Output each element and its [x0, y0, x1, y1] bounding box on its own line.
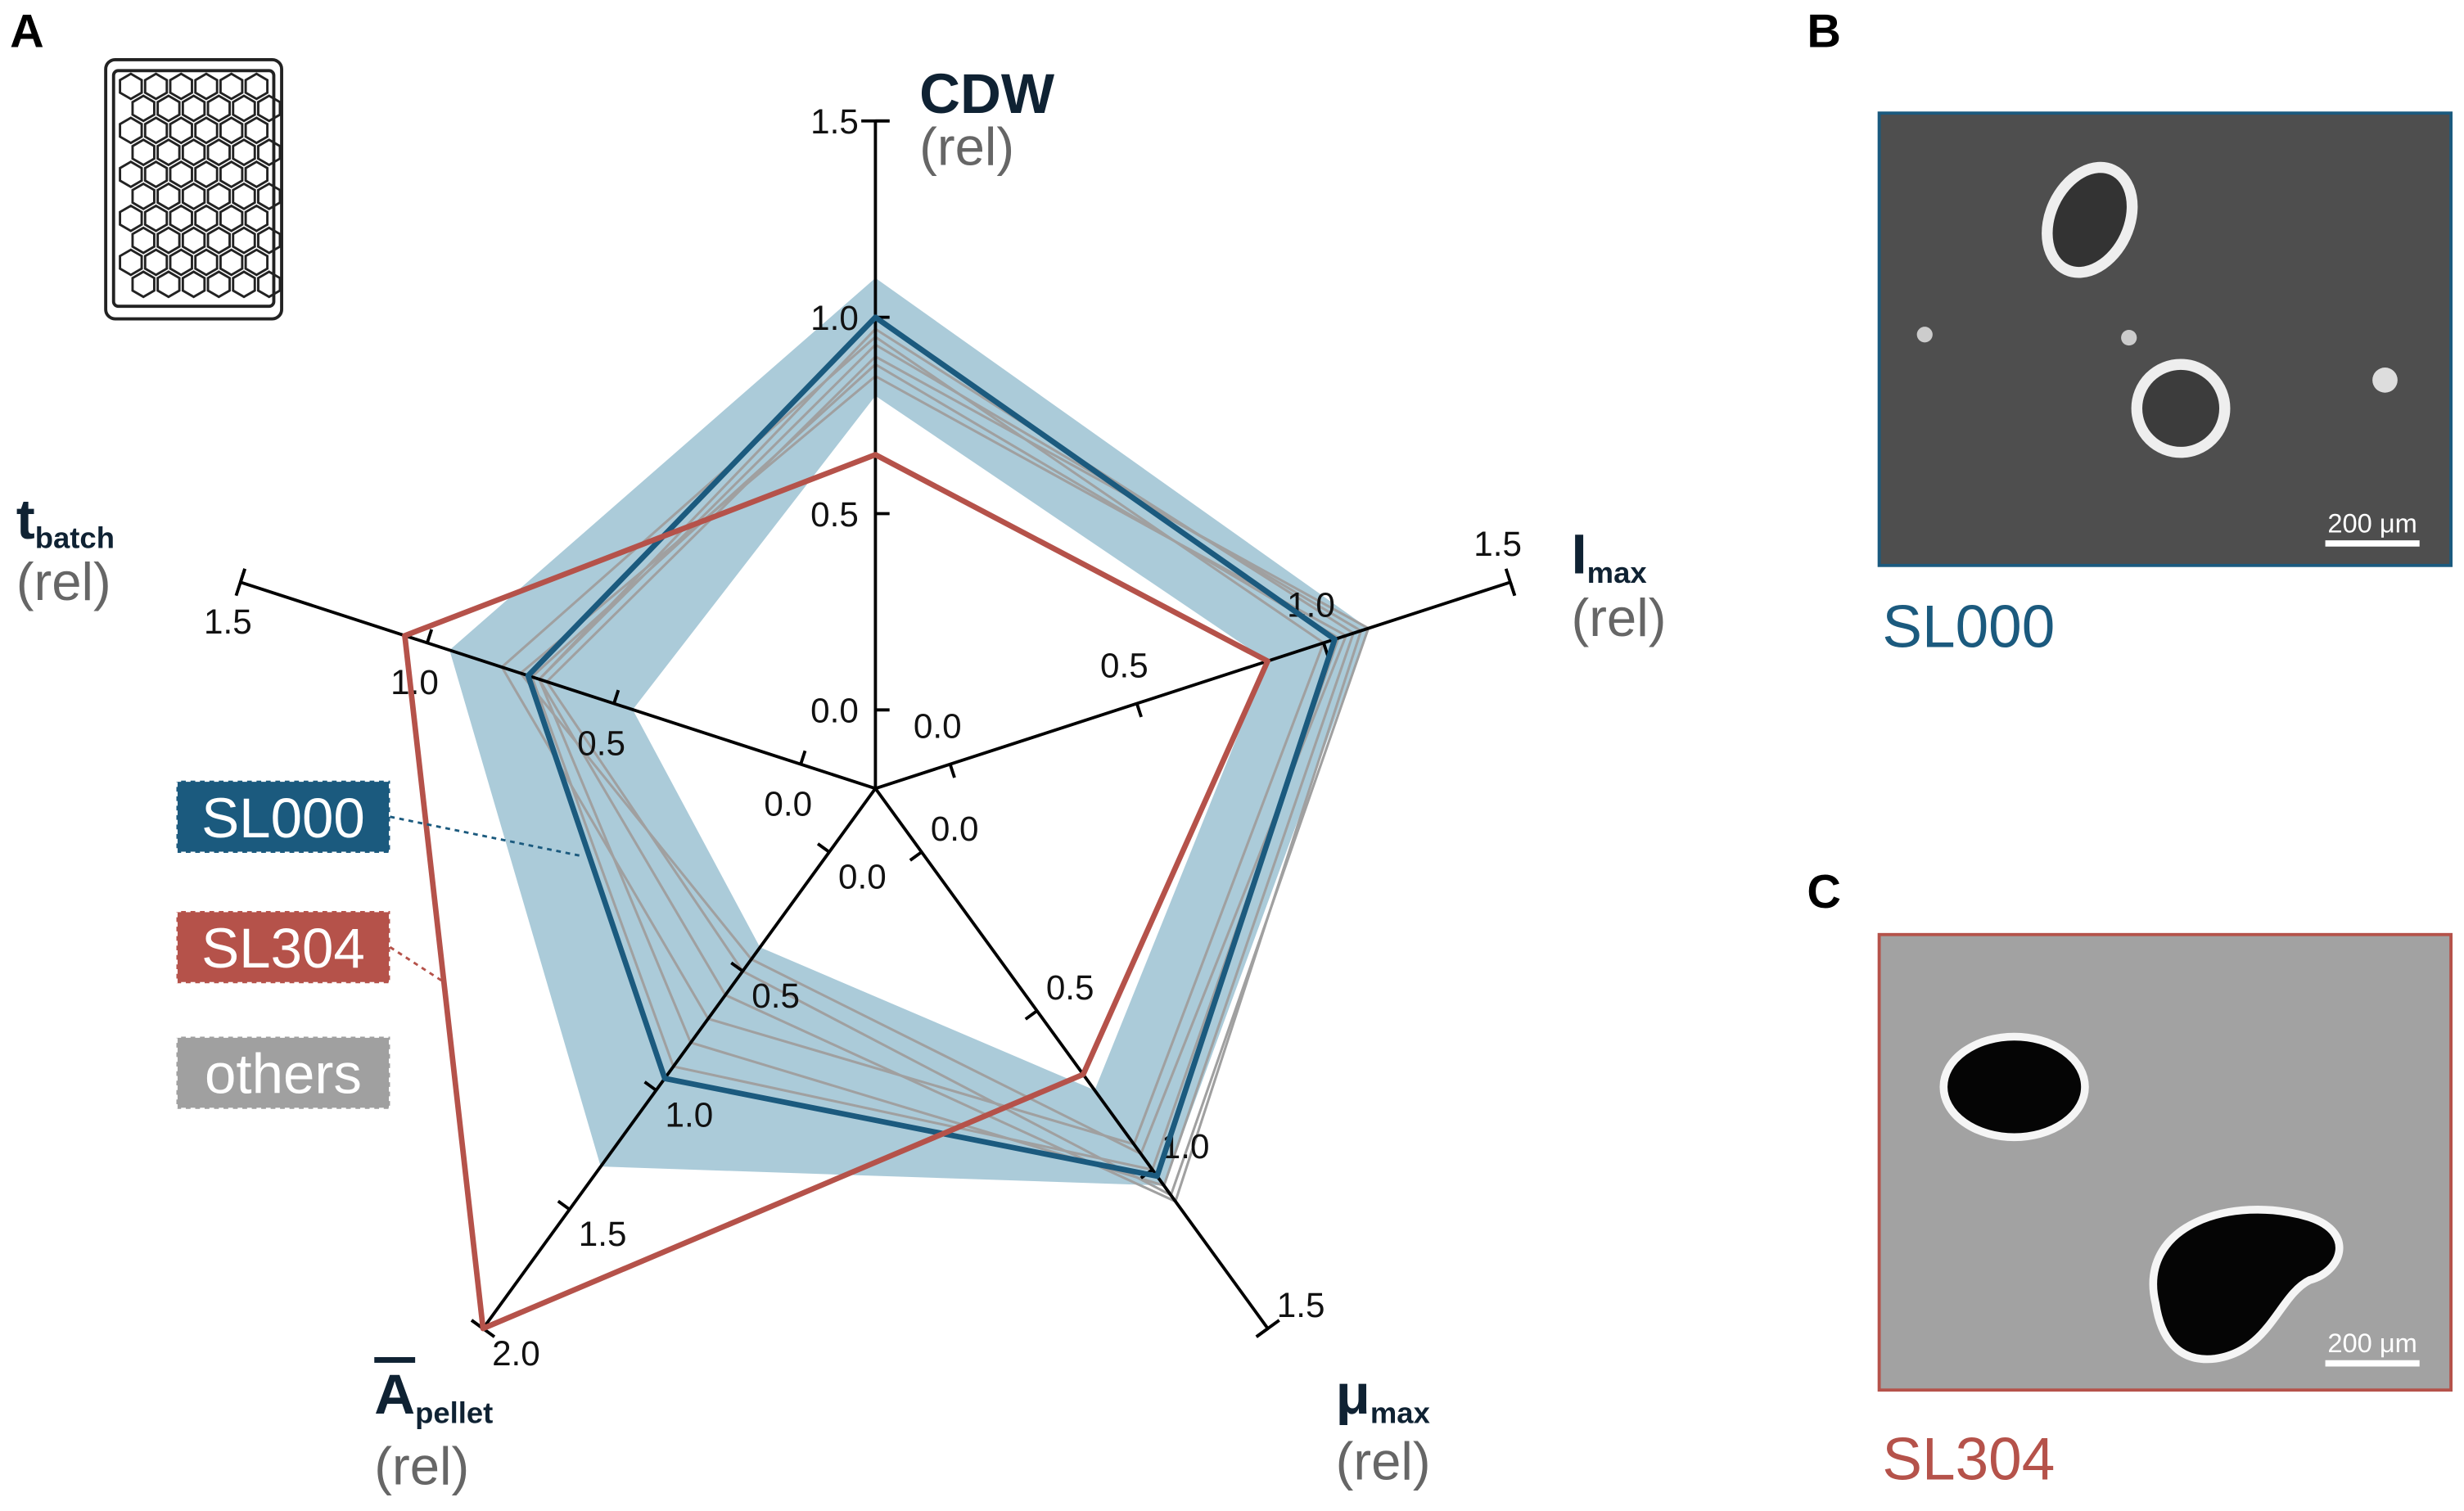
tick-mark: [1024, 1009, 1038, 1021]
axis-title-sub: max: [1587, 556, 1647, 589]
scale-bar-label: 200 μm: [2327, 508, 2417, 539]
tick-mark: [909, 850, 923, 862]
tick-label: 1.5: [1473, 525, 1522, 563]
other-strain-line: [537, 327, 1356, 1188]
tick-label: 1.0: [1287, 585, 1335, 624]
panel-label: A: [10, 6, 44, 58]
axis-title: CDW: [919, 61, 1055, 125]
tick-label: 0.0: [914, 707, 962, 746]
axis-title: μmax: [1336, 1362, 1430, 1430]
panel-label: B: [1807, 6, 1841, 58]
axis-unit: (rel): [919, 116, 1014, 176]
axis-title-main: I: [1571, 521, 1586, 585]
tick-label: 1.5: [204, 602, 252, 641]
tick-mark: [1255, 1327, 1269, 1338]
image-caption: SL000: [1882, 594, 2055, 661]
tick-label: 0.0: [810, 692, 859, 730]
axis-title: tbatch: [16, 487, 115, 555]
other-strain-line: [500, 335, 1325, 1146]
axis-unit: (rel): [16, 552, 111, 611]
legend-box: [175, 779, 391, 855]
tick-mark: [557, 1199, 571, 1211]
axis-unit: (rel): [374, 1436, 469, 1495]
tick-mark: [816, 842, 831, 854]
tick-label: 1.0: [666, 1096, 714, 1134]
legend-connector: [389, 945, 445, 984]
tick-label: 0.5: [1100, 646, 1149, 684]
microplate-icon: [104, 58, 283, 321]
axis-line: [874, 580, 1511, 791]
other-strain-line: [544, 354, 1370, 1198]
other-strain-line: [530, 363, 1340, 1171]
tick-label: 0.5: [1046, 968, 1094, 1007]
panel-label: C: [1807, 866, 1841, 918]
axis-line: [240, 580, 876, 791]
tick-label: 0.0: [838, 858, 887, 896]
legend-box: [175, 1035, 391, 1111]
axis-title-main: t: [16, 487, 35, 551]
micrograph-b: [1877, 111, 2453, 567]
axis-unit: (rel): [1336, 1432, 1431, 1491]
strain-line: [525, 314, 1338, 1179]
axis-line: [481, 787, 877, 1330]
axis-line: [873, 787, 1270, 1330]
tick-label: 1.0: [810, 299, 859, 337]
legend-label: others: [205, 1042, 362, 1106]
axis-title: Apellet: [374, 1362, 493, 1430]
tick-label: 0.5: [577, 724, 625, 762]
legend-label: SL000: [201, 786, 365, 850]
image-caption: SL304: [1882, 1427, 2055, 1493]
tick-label: 0.5: [810, 495, 859, 534]
tick-mark: [1135, 702, 1143, 718]
tick-mark: [1509, 581, 1517, 597]
tick-mark: [730, 961, 744, 973]
tick-mark: [612, 689, 621, 705]
legend-label: SL304: [201, 916, 365, 980]
legend-box: [175, 909, 391, 985]
legend-connector: [390, 815, 582, 858]
tick-label: 1.5: [810, 102, 859, 141]
tick-mark: [426, 629, 434, 643]
tick-label: 0.0: [931, 810, 979, 848]
scale-bar-label: 200 μm: [2327, 1328, 2417, 1358]
axis-title-main: μ: [1336, 1362, 1370, 1426]
micrograph-c: [1877, 932, 2453, 1392]
tick-label: 0.5: [751, 977, 800, 1015]
axis-title-main: A: [374, 1362, 415, 1426]
tick-label: 1.5: [1277, 1286, 1325, 1324]
axis-title-sub: max: [1370, 1396, 1430, 1430]
tick-label: 0.0: [764, 784, 812, 823]
tick-label: 1.5: [579, 1215, 627, 1253]
tick-label: 2.0: [492, 1334, 540, 1373]
tick-mark: [238, 568, 246, 583]
axis-title-main: CDW: [919, 61, 1055, 125]
tick-mark: [948, 764, 956, 778]
axis-title-sub: batch: [35, 521, 115, 555]
tick-mark: [643, 1080, 657, 1092]
axis-unit: (rel): [1571, 588, 1666, 647]
tick-label: 1.0: [390, 663, 439, 701]
other-strain-line: [537, 343, 1363, 1203]
strain-line: [402, 452, 1270, 1332]
axis-title: Imax: [1571, 521, 1646, 589]
axis-title-sub: pellet: [415, 1396, 493, 1430]
tick-mark: [799, 750, 807, 765]
